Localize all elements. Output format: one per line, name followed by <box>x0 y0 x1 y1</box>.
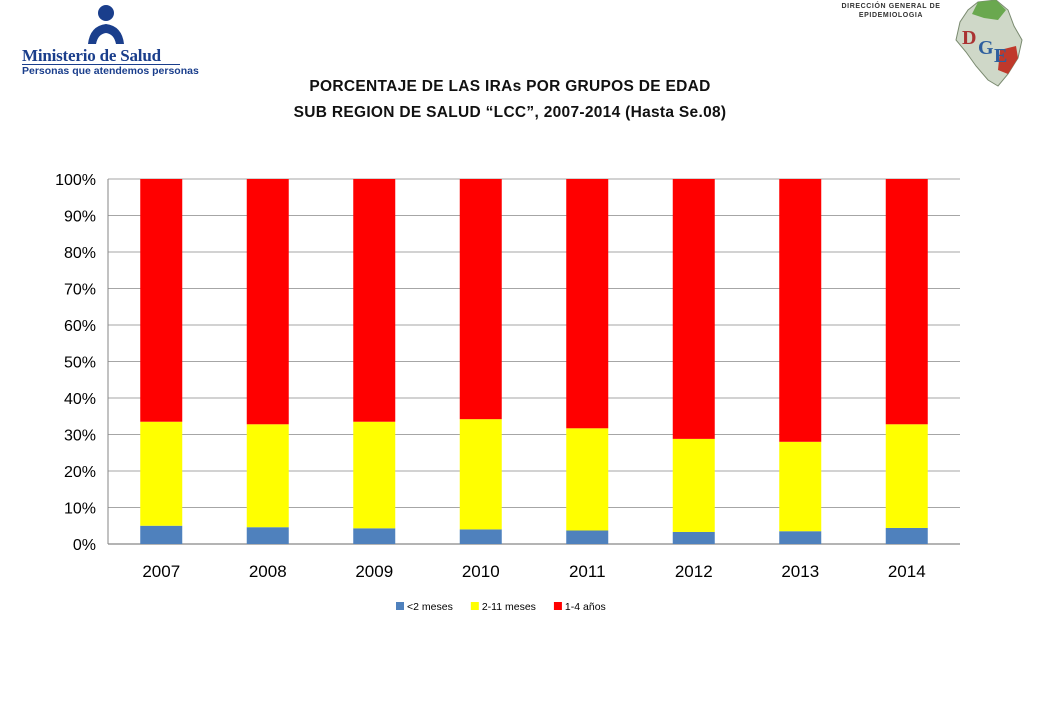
legend-label: 2-11 meses <box>482 601 536 613</box>
bar-segment-2009-0 <box>353 528 396 544</box>
y-tick-label: 60% <box>64 318 96 335</box>
bar-segment-2011-0 <box>566 530 609 544</box>
dge-caption-line2: EPIDEMIOLOGIA <box>858 12 924 19</box>
bar-segment-2008-1 <box>246 424 289 528</box>
bar-segment-2010-1 <box>459 419 502 530</box>
bar-segment-2009-1 <box>353 421 396 529</box>
y-tick-label: 70% <box>64 282 96 299</box>
dge-caption: DIRECCIÓN GENERAL DE EPIDEMIOLOGIA <box>826 2 956 20</box>
y-tick-label: 40% <box>64 391 96 408</box>
bar-segment-2014-2 <box>885 179 928 425</box>
bar-segment-2010-0 <box>459 529 502 544</box>
bar-segment-2007-2 <box>140 179 183 422</box>
bar-segment-2013-2 <box>779 179 822 442</box>
bar-segment-2012-1 <box>672 438 715 532</box>
y-tick-label: 90% <box>64 209 96 226</box>
bar-segment-2009-2 <box>353 179 396 422</box>
y-tick-label: 50% <box>64 355 96 372</box>
x-tick-label: 2010 <box>462 562 500 581</box>
person-icon <box>88 5 124 44</box>
legend-swatch <box>553 602 562 610</box>
dge-letter-d: D <box>962 27 976 49</box>
x-tick-label: 2012 <box>675 562 713 581</box>
x-tick-label: 2009 <box>355 562 393 581</box>
legend-swatch <box>396 602 404 610</box>
dge-caption-line1: DIRECCIÓN GENERAL DE <box>841 3 941 10</box>
y-tick-label: 0% <box>73 537 96 554</box>
y-tick-label: 30% <box>64 428 96 445</box>
bar-segment-2010-2 <box>459 179 502 420</box>
bar-segment-2011-2 <box>566 179 609 429</box>
ministry-name: Ministerio de Salud <box>22 46 161 65</box>
bar-segment-2008-2 <box>246 179 289 425</box>
bar-segment-2013-1 <box>779 441 822 532</box>
logo-divider <box>22 64 180 65</box>
ministry-logo: Ministerio de Salud Personas que atendem… <box>18 4 199 80</box>
x-tick-label: 2008 <box>249 562 287 581</box>
chart-title-line2: SUB REGION DE SALUD “LCC”, 2007-2014 (Ha… <box>293 104 727 121</box>
legend-swatch <box>470 602 479 610</box>
x-tick-label: 2013 <box>781 562 819 581</box>
bar-segment-2011-1 <box>566 428 609 531</box>
dge-letter-g: G <box>978 37 994 59</box>
bar-segment-2014-1 <box>885 424 928 528</box>
y-tick-label: 20% <box>64 464 96 481</box>
bar-segment-2013-0 <box>779 531 822 544</box>
bar-segment-2012-2 <box>672 179 715 439</box>
bar-segment-2014-0 <box>885 527 928 544</box>
bar-segment-2007-0 <box>140 525 183 544</box>
legend-label: 1-4 años <box>565 601 606 613</box>
x-tick-label: 2007 <box>142 562 180 581</box>
bar-segment-2012-0 <box>672 531 715 544</box>
legend-label: <2 meses <box>407 601 453 613</box>
x-tick-label: 2011 <box>569 562 606 581</box>
dge-letter-e: E <box>994 45 1007 67</box>
chart-title-line1: PORCENTAJE DE LAS IRAs POR GRUPOS DE EDA… <box>309 78 711 95</box>
y-tick-label: 80% <box>64 245 96 262</box>
bar-segment-2007-1 <box>140 421 183 526</box>
y-tick-label: 10% <box>64 501 96 518</box>
bar-segment-2008-0 <box>246 527 289 544</box>
ministry-tagline: Personas que atendemos personas <box>22 65 199 77</box>
dge-map-logo: D G E <box>955 0 1023 87</box>
x-tick-label: 2014 <box>888 562 926 581</box>
y-tick-label: 100% <box>55 172 96 189</box>
